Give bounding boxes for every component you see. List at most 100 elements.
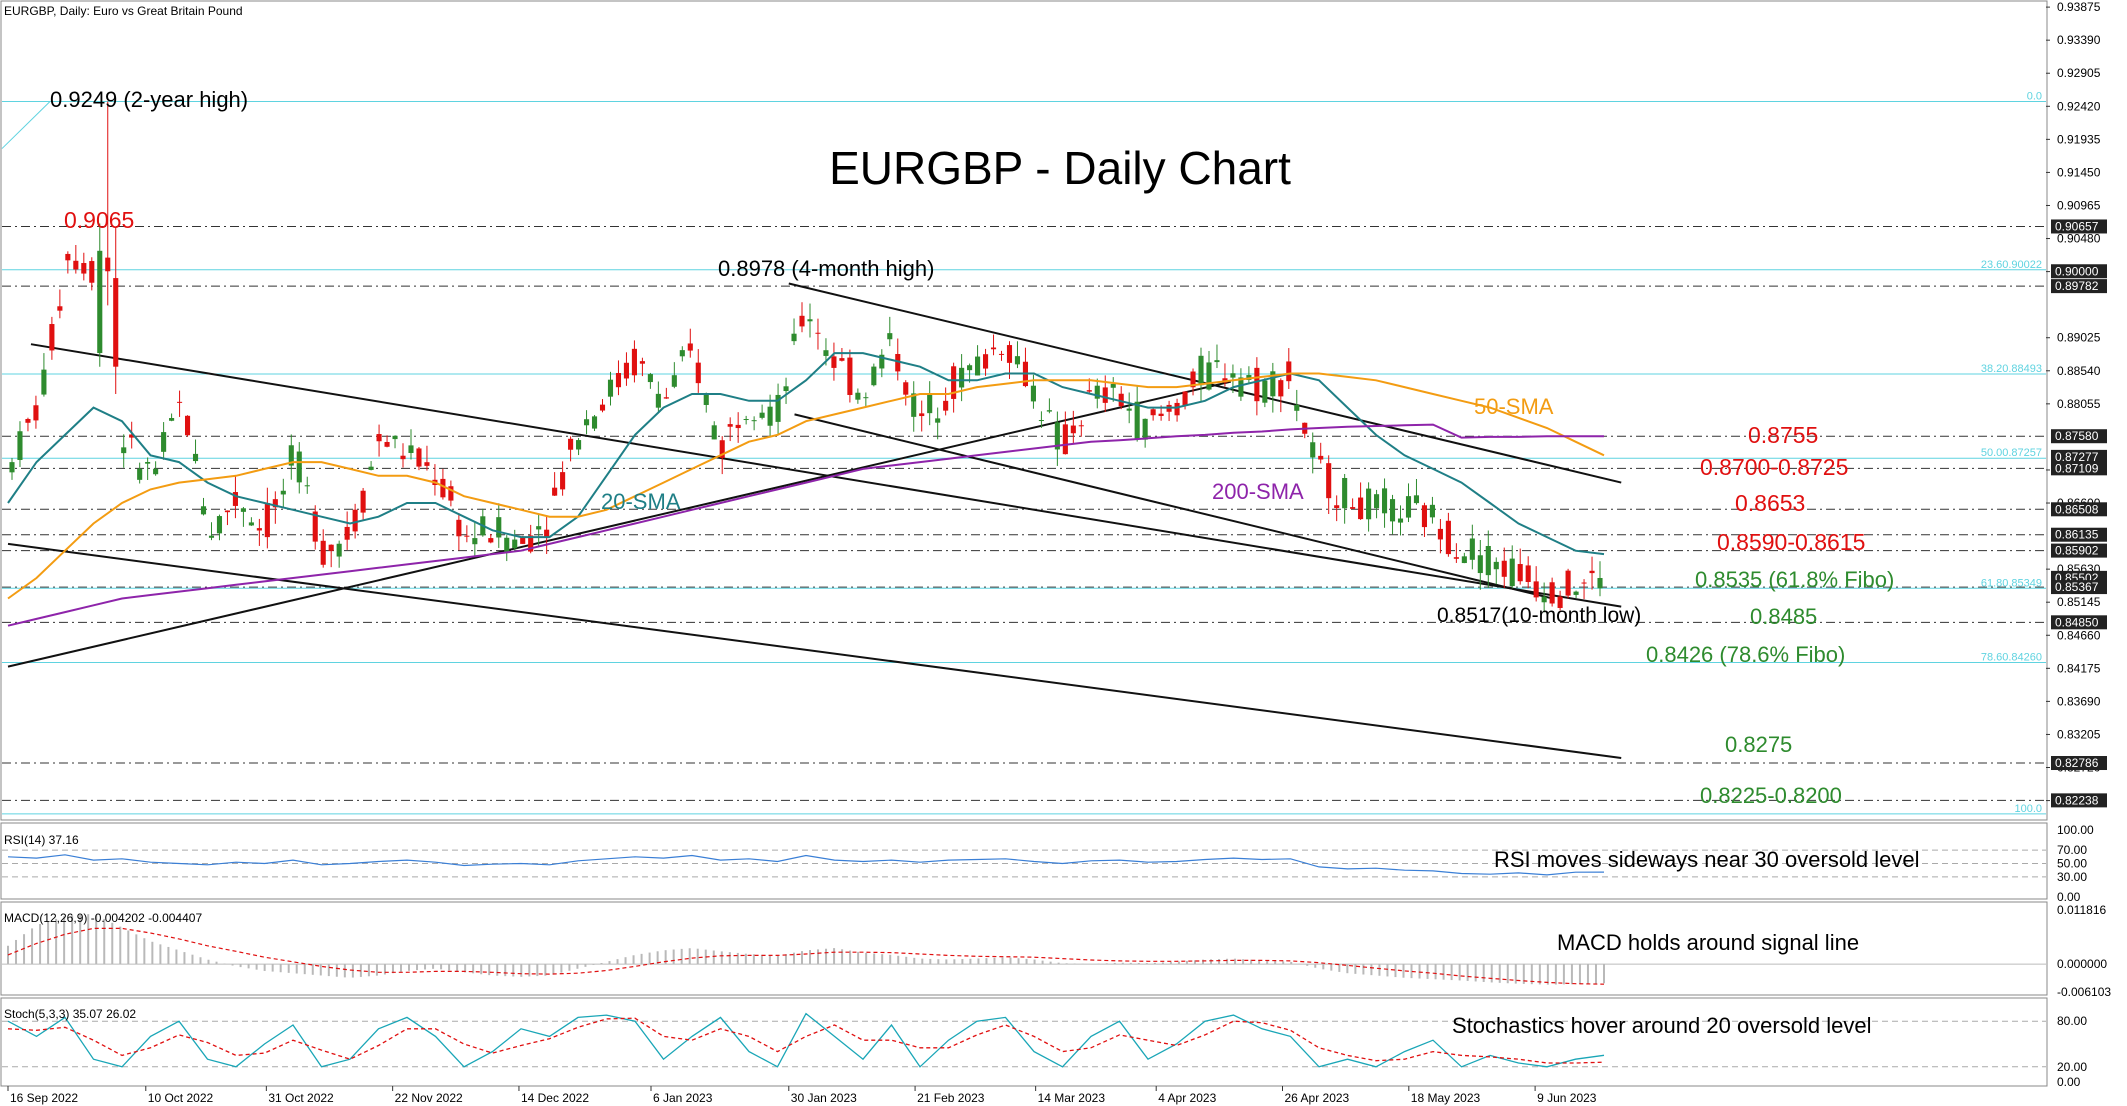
fib-label: 23.60.90022 — [1981, 259, 2042, 271]
fib-label: 100.0 — [2014, 803, 2042, 815]
price-tag-bg — [2051, 527, 2107, 542]
rsi-tick-label: 50.00 — [2057, 857, 2087, 871]
rsi-caption: RSI(14) 37.16 — [4, 833, 79, 847]
candle-body — [1358, 497, 1364, 520]
candle-body — [161, 432, 167, 452]
candle-body — [1038, 420, 1044, 422]
candle-body — [1549, 582, 1555, 604]
symbol-caption: EURGBP, Daily: Euro vs Great Britain Pou… — [4, 4, 243, 18]
annotation-20sma: 20-SMA — [601, 489, 681, 514]
candle-body — [121, 447, 127, 454]
x-tick-label: 6 Jan 2023 — [653, 1091, 713, 1105]
candle-body — [1461, 556, 1467, 564]
candle-body — [320, 540, 326, 565]
candle-body — [272, 499, 278, 508]
trendline — [7, 380, 1232, 668]
candle-body — [89, 261, 95, 283]
price-tag-bg — [2051, 461, 2107, 476]
macd-panel: 0.011816 0.000000 -0.006103 — [2, 903, 2111, 999]
candle-body — [1342, 477, 1348, 509]
y-tick-label: 0.92420 — [2057, 99, 2101, 113]
fib-anchor-line — [1, 101, 51, 149]
candle-body — [200, 506, 207, 515]
candle-body — [1421, 505, 1428, 528]
candle-body — [232, 492, 238, 506]
fib-label: 38.20.88493 — [1981, 363, 2042, 375]
candle-body — [1405, 496, 1412, 518]
candle-body — [631, 348, 637, 376]
candle-body — [1182, 391, 1188, 406]
annotation-8755: 0.8755 — [1748, 422, 1818, 448]
candle-body — [360, 490, 366, 513]
price-tag-label: 0.89782 — [2055, 279, 2099, 293]
candle-body — [464, 535, 470, 537]
fib-labels: 0.0 23.60.90022 38.20.88493 50.00.87257 61.8… — [1981, 91, 2042, 815]
candle-body — [1318, 455, 1324, 460]
x-axis: 16 Sep 2022 10 Oct 2022 31 Oct 2022 22 Nov … — [7, 1086, 1597, 1105]
candle-body — [400, 455, 406, 460]
x-tick-label: 14 Dec 2022 — [521, 1091, 589, 1105]
y-tick-label: 0.88540 — [2057, 364, 2101, 378]
x-tick-label: 26 Apr 2023 — [1285, 1091, 1350, 1105]
candle-body — [671, 375, 677, 387]
y-tick-label: 0.93390 — [2057, 33, 2101, 47]
candle-body — [344, 526, 350, 540]
stoch-main-line — [7, 1012, 1605, 1068]
candle-body — [967, 365, 973, 371]
candle-body — [982, 354, 989, 369]
price-tag-label: 0.84850 — [2055, 615, 2099, 629]
candle-body — [384, 441, 390, 447]
rsi-line — [7, 854, 1605, 876]
annotation-8275: 0.8275 — [1725, 732, 1792, 757]
candle-body — [1078, 425, 1084, 427]
candle-body — [1493, 561, 1499, 570]
y-tick-label: 0.90965 — [2057, 198, 2101, 212]
fib-label: 0.0 — [2027, 91, 2042, 103]
candle-body — [807, 319, 813, 322]
price-tag-label: 0.85367 — [2055, 580, 2099, 594]
candle-body — [655, 393, 661, 408]
annotation-61-8-fibo: 0.8535 (61.8% Fibo) — [1695, 567, 1894, 592]
candle-body — [799, 315, 805, 327]
candle-body — [831, 356, 837, 368]
candle-body — [137, 468, 143, 480]
rsi-tick-label: 0.00 — [2057, 890, 2081, 904]
candle-body — [935, 418, 941, 423]
candle-body — [576, 440, 582, 450]
candle-body — [49, 324, 55, 351]
candle-body — [1437, 528, 1443, 540]
candle-body — [791, 333, 797, 342]
candle-body — [1190, 371, 1196, 388]
candle-body — [248, 522, 254, 526]
candle-body — [288, 445, 294, 466]
x-tick-label: 14 Mar 2023 — [1038, 1091, 1106, 1105]
candle-body — [1389, 499, 1396, 522]
candle-body — [599, 404, 606, 411]
candle-body — [1278, 380, 1284, 397]
candle-body — [280, 490, 286, 495]
candle-body — [97, 250, 103, 354]
y-tick-label: 0.84175 — [2057, 661, 2101, 675]
y-tick-label: 0.91935 — [2057, 132, 2101, 146]
candle-body — [1573, 591, 1579, 595]
rsi-tick-label: 30.00 — [2057, 870, 2087, 884]
candle-body — [17, 431, 23, 461]
x-tick-label: 31 Oct 2022 — [268, 1091, 334, 1105]
candle-body — [1597, 578, 1603, 589]
candle-body — [208, 535, 215, 538]
macd-annotation: MACD holds around signal line — [1557, 930, 1859, 955]
candle-body — [623, 362, 630, 379]
stoch-signal-line — [7, 1017, 1605, 1064]
candle-body — [1294, 404, 1300, 411]
candle-body — [1214, 360, 1220, 363]
candle-body — [1102, 387, 1108, 403]
candle-body — [264, 503, 270, 538]
candle-body — [73, 260, 79, 270]
y-tick-label: 0.92905 — [2057, 66, 2101, 80]
annotation-8225-8200: 0.8225-0.8200 — [1700, 783, 1842, 808]
sma-line — [7, 372, 1605, 600]
candle-body — [216, 516, 223, 534]
candle-body — [607, 379, 614, 397]
y-tick-label: 0.93875 — [2057, 0, 2101, 14]
